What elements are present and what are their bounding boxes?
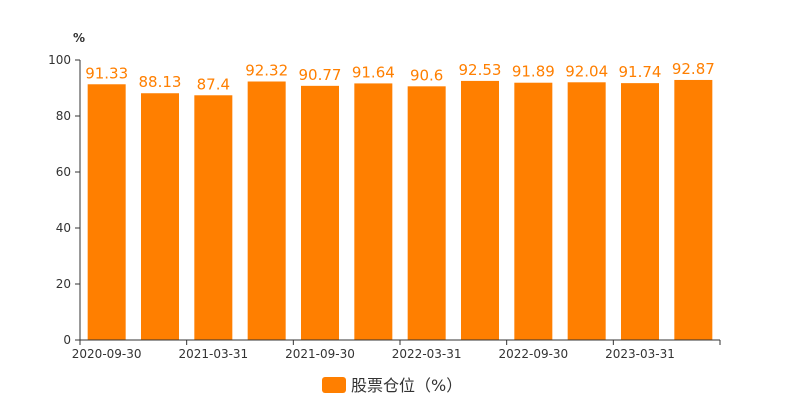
bar-2021-03-31[interactable]: [194, 95, 233, 340]
data-label-2022-09-30: 91.89: [512, 63, 555, 81]
bar-2020-12-31[interactable]: [141, 93, 179, 341]
data-label-2023-06-30: 92.87: [672, 60, 715, 78]
data-label-2021-09-30: 90.77: [299, 66, 342, 84]
data-label-2023-03-31: 91.74: [619, 63, 662, 81]
axes-group: 0 20 40 60 80 100 2020-09-30 2021-03-31 2021-09-…: [48, 53, 721, 361]
y-tick-label-0: 0: [63, 333, 71, 347]
y-tick-label-20: 20: [56, 277, 71, 291]
bar-2021-06-30[interactable]: [247, 81, 286, 341]
bar-2021-12-31[interactable]: [354, 83, 393, 340]
y-tick-label-100: 100: [48, 53, 71, 67]
legend-swatch: [322, 377, 346, 393]
data-label-2022-06-30: 92.53: [459, 61, 502, 79]
y-tick-label-40: 40: [56, 221, 71, 235]
data-label-2021-12-31: 91.64: [352, 63, 395, 81]
legend-label: 股票仓位（%）: [351, 376, 462, 395]
data-label-2020-12-31: 88.13: [139, 73, 182, 91]
x-tick-label-2022-09-30: 2022-09-30: [498, 347, 568, 361]
y-axis-unit: %: [73, 31, 85, 45]
x-tick-label-2022-03-31: 2022-03-31: [392, 347, 462, 361]
x-tick-label-2020-09-30: 2020-09-30: [72, 347, 142, 361]
y-tick-label-60: 60: [56, 165, 71, 179]
bar-2022-12-31[interactable]: [567, 82, 606, 340]
bar-2022-06-30[interactable]: [461, 80, 499, 341]
x-tick-label-2021-09-30: 2021-09-30: [285, 347, 355, 361]
data-labels-group: 91.33 88.13 87.4 92.32 90.77 91.64 90.6 92.53 91…: [85, 60, 715, 93]
x-tick-label-2021-03-31: 2021-03-31: [178, 347, 248, 361]
legend[interactable]: 股票仓位（%）: [322, 376, 462, 395]
data-label-2022-03-31: 90.6: [410, 66, 443, 84]
bar-2022-09-30[interactable]: [514, 82, 553, 341]
bar-2020-09-30[interactable]: [87, 84, 126, 340]
data-label-2022-12-31: 92.04: [565, 62, 608, 80]
bar-2021-09-30[interactable]: [301, 85, 339, 340]
data-label-2020-09-30: 91.33: [85, 64, 128, 82]
bar-2023-06-30[interactable]: [674, 79, 713, 341]
data-label-2021-03-31: 87.4: [197, 75, 230, 93]
bar-2023-03-31[interactable]: [621, 83, 659, 340]
bar-2022-03-31[interactable]: [407, 86, 446, 340]
bars-group: [87, 79, 713, 341]
x-tick-label-2023-03-31: 2023-03-31: [605, 347, 675, 361]
y-tick-label-80: 80: [56, 109, 71, 123]
data-label-2021-06-30: 92.32: [245, 62, 288, 80]
